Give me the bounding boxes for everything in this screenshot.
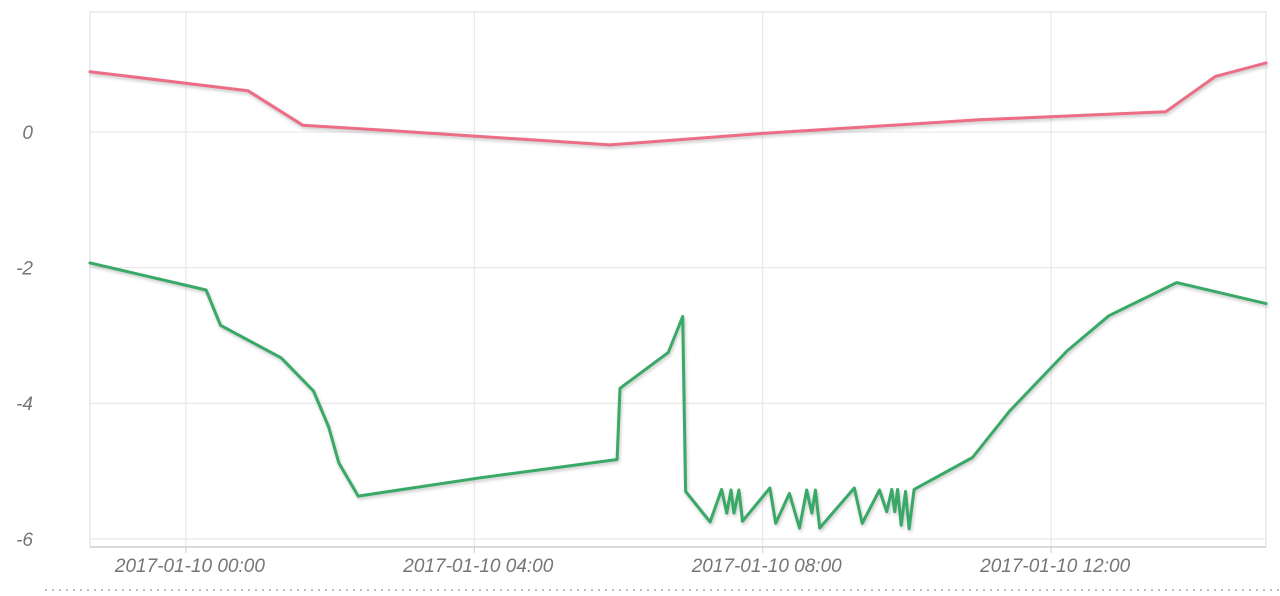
- x-axis-tick-label: 2017-01-10 04:00: [402, 556, 553, 577]
- x-axis-tick-label: 2017-01-10 00:00: [114, 556, 265, 577]
- x-axis-tick-label: 2017-01-10 12:00: [979, 556, 1130, 577]
- axis-labels: 0 -2 -4 -6 2017-01-10 00:00 2017-01-10 04:00 2…: [16, 123, 1130, 577]
- series-lines: [88, 61, 1268, 531]
- y-axis-tick-label: 0: [22, 123, 33, 144]
- series-pink-line[interactable]: [88, 61, 1268, 147]
- y-axis-tick-label: -4: [16, 394, 33, 415]
- y-axis-tick-label: -6: [16, 530, 33, 551]
- bottom-dotted-divider: [45, 589, 1280, 591]
- grid: [90, 12, 1266, 547]
- x-axis-tick-label: 2017-01-10 08:00: [691, 556, 842, 577]
- series-green-line[interactable]: [88, 261, 1268, 531]
- plot-border: [89, 11, 1267, 548]
- y-axis-tick-label: -2: [16, 259, 33, 280]
- axes: [89, 11, 1267, 553]
